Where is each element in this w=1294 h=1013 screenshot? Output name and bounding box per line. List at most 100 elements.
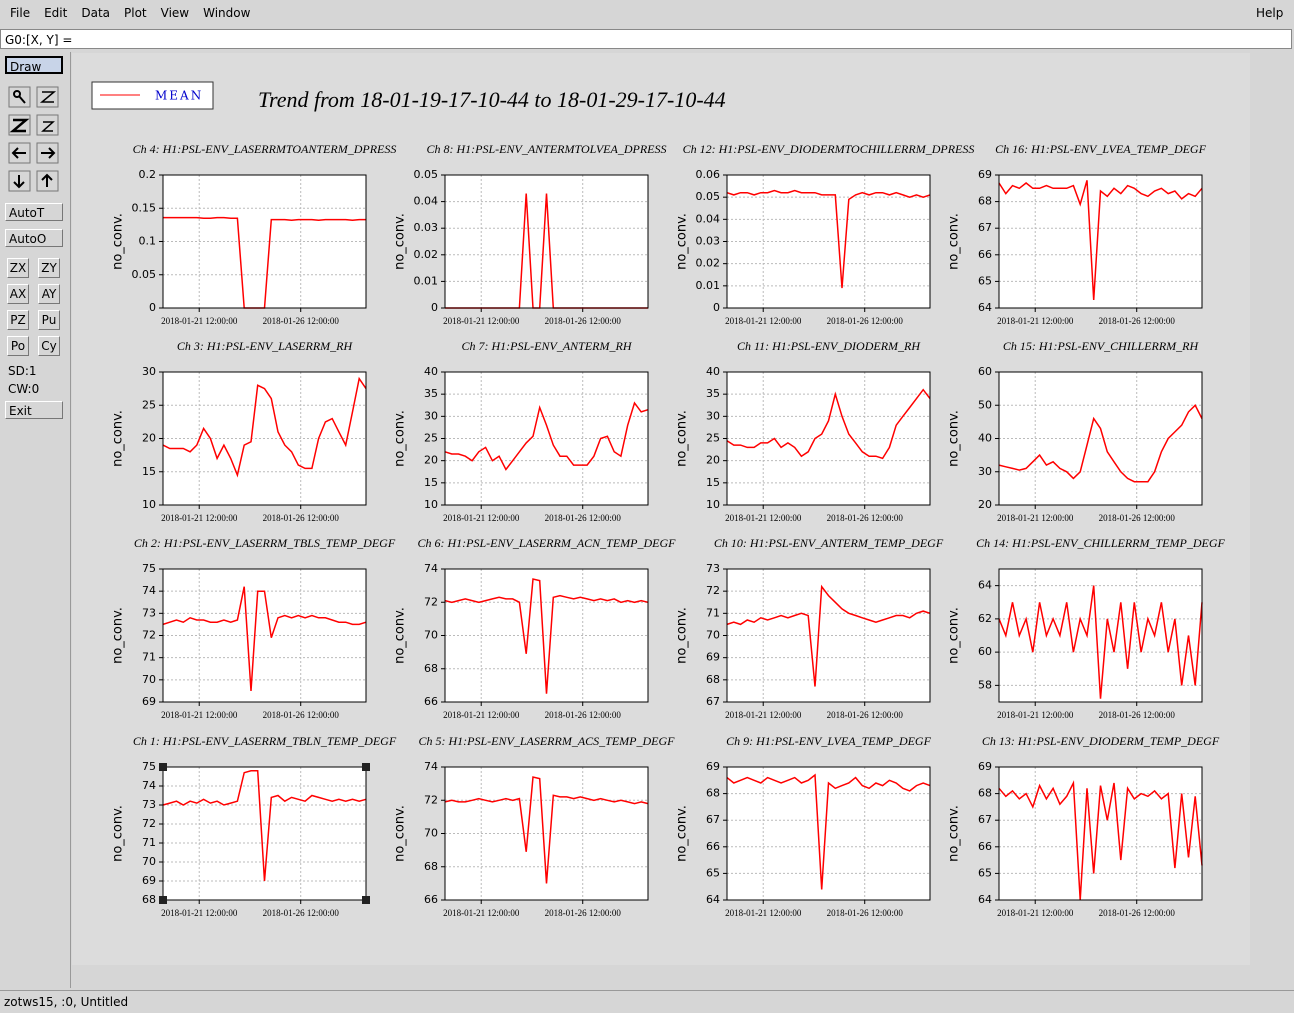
- y-tick-label: 68: [424, 662, 438, 675]
- plot-frame: [162, 766, 367, 901]
- x-tick-label: 2018-01-26 12:00:00: [827, 908, 904, 918]
- y-tick-label: 65: [978, 274, 992, 287]
- x-tick-label: 2018-01-26 12:00:00: [263, 908, 340, 918]
- y-axis-label: no_conv.: [675, 410, 690, 467]
- draw-button[interactable]: Draw: [5, 56, 63, 74]
- x-tick-label: 2018-01-21 12:00:00: [997, 710, 1074, 720]
- menu-item[interactable]: Data: [81, 6, 110, 20]
- y-axis-label: no_conv.: [393, 213, 408, 270]
- sd-label: SD:1: [8, 364, 37, 378]
- tool-button[interactable]: AY: [38, 284, 60, 304]
- help-menu[interactable]: Help: [1256, 6, 1284, 20]
- y-tick-label: 70: [142, 855, 156, 868]
- x-tick-label: 2018-01-26 12:00:00: [545, 316, 622, 326]
- x-tick-label: 2018-01-21 12:00:00: [725, 513, 802, 523]
- x-tick-label: 2018-01-21 12:00:00: [443, 513, 520, 523]
- data-line: [444, 401, 649, 471]
- legend-label: MEAN: [155, 89, 203, 103]
- tool-icons: [8, 86, 59, 192]
- data-line: [726, 388, 931, 460]
- chart-title: Ch 12: H1:PSL-ENV_DIODERMTOCHILLERRM_DPR…: [683, 142, 975, 156]
- menu-item[interactable]: File: [10, 6, 31, 20]
- x-tick-label: 2018-01-21 12:00:00: [997, 316, 1074, 326]
- y-tick-label: 66: [424, 695, 438, 708]
- exit-button[interactable]: Exit: [5, 401, 63, 419]
- data-line: [162, 586, 367, 691]
- y-tick-label: 0.05: [414, 168, 439, 181]
- y-tick-label: 35: [424, 387, 438, 400]
- chart-title: Ch 11: H1:PSL-ENV_DIODERM_RH: [737, 339, 921, 353]
- y-tick-label: 20: [706, 454, 720, 467]
- tool-button[interactable]: ZX: [7, 258, 29, 278]
- menu-item[interactable]: Edit: [44, 6, 68, 20]
- chart-title: Ch 8: H1:PSL-ENV_ANTERMTOLVEA_DPRESS: [427, 142, 667, 156]
- x-tick-label: 2018-01-21 12:00:00: [161, 513, 238, 523]
- y-tick-label: 66: [978, 840, 992, 853]
- y-tick-label: 68: [978, 787, 992, 800]
- y-axis-label: no_conv.: [947, 410, 962, 467]
- y-tick-label: 67: [706, 813, 720, 826]
- x-tick-label: 2018-01-21 12:00:00: [161, 908, 238, 918]
- y-tick-label: 65: [706, 866, 720, 879]
- autot-button[interactable]: AutoT: [5, 203, 63, 221]
- plot-frame: [998, 371, 1203, 506]
- autoo-button[interactable]: AutoO: [5, 229, 63, 247]
- y-tick-label: 0: [713, 301, 720, 314]
- y-tick-label: 0.05: [696, 190, 721, 203]
- y-tick-label: 30: [424, 409, 438, 422]
- data-line: [444, 578, 649, 694]
- tool-button[interactable]: ZY: [38, 258, 60, 278]
- menu-item[interactable]: View: [160, 6, 190, 20]
- plot-frame: [998, 568, 1203, 703]
- plot-canvas: MEAN Trend from 18-01-19-17-10-44 to 18-…: [91, 81, 1226, 919]
- y-axis-label: no_conv.: [111, 607, 126, 664]
- y-tick-label: 10: [706, 498, 720, 511]
- y-axis-label: no_conv.: [111, 213, 126, 270]
- tool-button[interactable]: Po: [7, 336, 29, 356]
- x-tick-label: 2018-01-26 12:00:00: [1099, 316, 1176, 326]
- y-tick-label: 10: [424, 498, 438, 511]
- y-tick-label: 25: [706, 432, 720, 445]
- y-tick-label: 67: [978, 813, 992, 826]
- y-tick-label: 0.1: [139, 235, 157, 248]
- main-title: Trend from 18-01-19-17-10-44 to 18-01-29…: [258, 87, 726, 112]
- plot-frame: [726, 174, 931, 309]
- y-tick-label: 64: [978, 579, 992, 592]
- x-tick-label: 2018-01-21 12:00:00: [161, 316, 238, 326]
- y-axis-label: no_conv.: [675, 213, 690, 270]
- y-tick-label: 0.2: [139, 168, 157, 181]
- chart-title: Ch 10: H1:PSL-ENV_ANTERM_TEMP_DEGF: [714, 536, 944, 550]
- y-axis-label: no_conv.: [947, 805, 962, 862]
- y-tick-label: 0.05: [132, 268, 157, 281]
- tool-button[interactable]: Pu: [38, 310, 60, 330]
- y-tick-label: 73: [142, 798, 156, 811]
- y-tick-label: 40: [424, 365, 438, 378]
- y-tick-label: 72: [706, 584, 720, 597]
- data-line: [162, 376, 367, 478]
- data-line: [998, 404, 1203, 483]
- command-input[interactable]: G0:[X, Y] =: [0, 29, 1292, 49]
- y-tick-label: 0.06: [696, 168, 721, 181]
- y-tick-label: 64: [706, 893, 720, 906]
- x-tick-label: 2018-01-21 12:00:00: [997, 513, 1074, 523]
- y-tick-label: 69: [978, 760, 992, 773]
- x-tick-label: 2018-01-26 12:00:00: [545, 908, 622, 918]
- plot-frame: [162, 371, 367, 506]
- y-tick-label: 72: [142, 629, 156, 642]
- x-tick-label: 2018-01-21 12:00:00: [725, 316, 802, 326]
- menu-item[interactable]: Plot: [124, 6, 147, 20]
- x-tick-label: 2018-01-21 12:00:00: [443, 710, 520, 720]
- tool-button[interactable]: PZ: [7, 310, 29, 330]
- chart-title: Ch 1: H1:PSL-ENV_LASERRM_TBLN_TEMP_DEGF: [133, 734, 397, 748]
- y-tick-label: 69: [142, 695, 156, 708]
- y-tick-label: 60: [978, 365, 992, 378]
- x-tick-label: 2018-01-26 12:00:00: [827, 513, 904, 523]
- tool-button[interactable]: Cy: [38, 336, 60, 356]
- tool-button[interactable]: AX: [7, 284, 29, 304]
- y-tick-label: 70: [424, 827, 438, 840]
- y-tick-label: 71: [142, 651, 156, 664]
- menu-item[interactable]: Window: [203, 6, 251, 20]
- y-tick-label: 40: [978, 432, 992, 445]
- x-tick-label: 2018-01-26 12:00:00: [1099, 710, 1176, 720]
- x-tick-label: 2018-01-26 12:00:00: [545, 710, 622, 720]
